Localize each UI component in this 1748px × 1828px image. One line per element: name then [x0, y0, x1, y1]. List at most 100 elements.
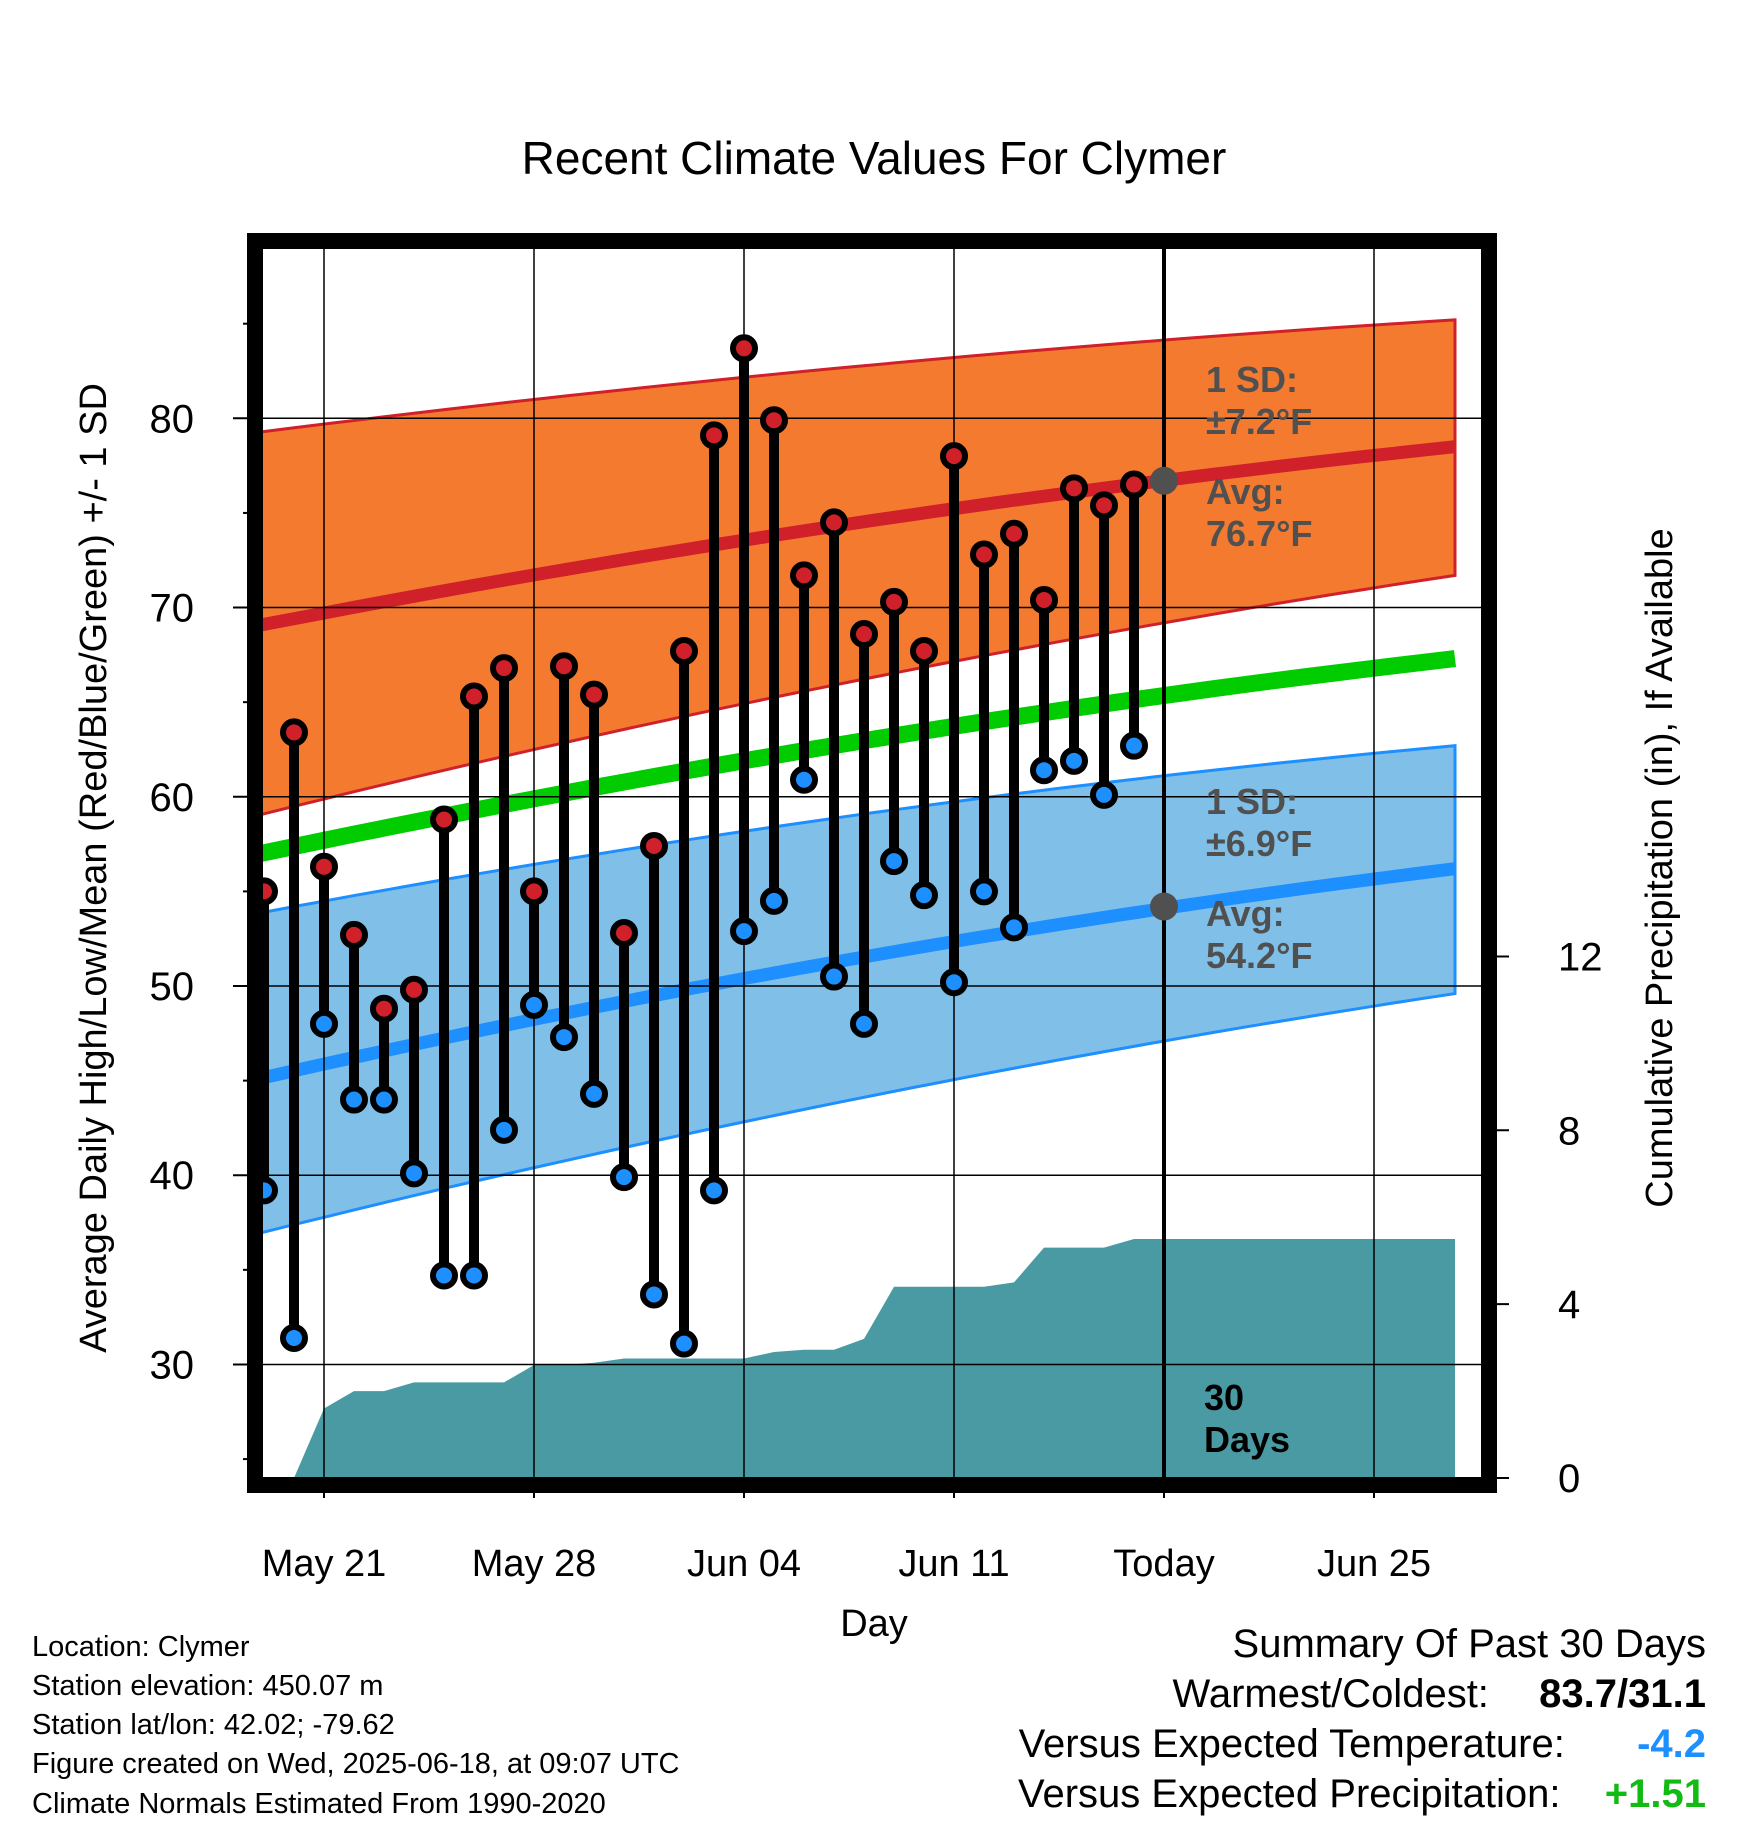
plot-frame — [247, 233, 1497, 1493]
y-right-tick-label: 0 — [1558, 1457, 1580, 1501]
high-point — [550, 652, 578, 681]
low-point — [670, 1329, 698, 1358]
days-label: Days — [1204, 1419, 1290, 1460]
high-avg-marker — [1150, 466, 1178, 495]
x-tick-label: Jun 04 — [687, 1543, 801, 1585]
low-point — [1000, 913, 1028, 942]
high-point — [940, 442, 968, 471]
low-point — [520, 990, 548, 1019]
summary-precip: Versus Expected Precipitation: +1.51 — [1018, 1772, 1706, 1817]
normals-text: Climate Normals Estimated From 1990-2020 — [32, 1788, 606, 1820]
high-point — [760, 406, 788, 435]
high-point — [400, 975, 428, 1004]
high-point — [280, 718, 308, 747]
y-right-tick-label: 8 — [1558, 1109, 1580, 1153]
summary-temp: Versus Expected Temperature: -4.2 — [1019, 1722, 1706, 1767]
temp-value: -4.2 — [1637, 1722, 1706, 1766]
y-axis-right-label: Cumulative Precipitation (in), If Availa… — [1639, 528, 1681, 1207]
low-sd-value: ±6.9°F — [1206, 823, 1312, 864]
high-point — [610, 919, 638, 948]
high-point — [340, 920, 368, 949]
x-tick-label: May 28 — [472, 1543, 597, 1585]
high-point — [1030, 585, 1058, 614]
high-point — [520, 877, 548, 906]
low-point — [1120, 731, 1148, 760]
high-point — [580, 680, 608, 709]
low-point — [370, 1085, 398, 1114]
y-tick-label: 30 — [150, 1343, 195, 1387]
y-axis-label: Average Daily High/Low/Mean (Red/Blue/Gr… — [73, 383, 115, 1353]
warmest-value: 83.7/31.1 — [1539, 1672, 1706, 1716]
x-axis-label: Day — [840, 1603, 908, 1645]
y-right-tick-label: 4 — [1558, 1283, 1580, 1327]
high-point — [490, 654, 518, 683]
low-point — [700, 1176, 728, 1205]
low-point — [940, 968, 968, 997]
high-point — [1060, 474, 1088, 503]
low-avg-marker — [1150, 892, 1178, 921]
warmest-label: Warmest/Coldest: — [1172, 1672, 1489, 1716]
y-tick-label: 50 — [150, 965, 195, 1009]
low-point — [340, 1085, 368, 1114]
high-sd-value: ±7.2°F — [1206, 401, 1312, 442]
low-point — [460, 1261, 488, 1290]
elevation-text: Station elevation: 450.07 m — [32, 1670, 384, 1702]
low-sd-label: 1 SD: — [1206, 781, 1298, 822]
temp-label: Versus Expected Temperature: — [1018, 1722, 1565, 1766]
low-point — [550, 1023, 578, 1052]
low-point — [970, 877, 998, 906]
low-point — [1090, 780, 1118, 809]
created-text: Figure created on Wed, 2025-06-18, at 09… — [32, 1748, 680, 1780]
high-point — [670, 637, 698, 666]
high-avg-value: 76.7°F — [1206, 513, 1312, 554]
low-point — [730, 917, 758, 946]
low-point — [850, 1009, 878, 1038]
latlon-text: Station lat/lon: 42.02; -79.62 — [32, 1709, 395, 1741]
low-point — [580, 1079, 608, 1108]
y-tick-label: 60 — [150, 776, 195, 820]
y-right-tick-label: 12 — [1558, 935, 1603, 979]
summary-warmest: Warmest/Coldest: 83.7/31.1 — [1173, 1672, 1706, 1717]
low-point — [310, 1009, 338, 1038]
high-point — [1000, 519, 1028, 548]
high-sd-label: 1 SD: — [1206, 359, 1298, 400]
low-point — [400, 1159, 428, 1188]
precip-value: +1.51 — [1604, 1772, 1706, 1816]
x-tick-label: May 21 — [262, 1543, 387, 1585]
high-point — [790, 561, 818, 590]
low-point — [820, 962, 848, 991]
high-point — [850, 620, 878, 649]
low-point — [280, 1323, 308, 1352]
high-point — [700, 421, 728, 450]
low-point — [760, 886, 788, 915]
y-tick-label: 70 — [150, 587, 195, 631]
low-point — [1030, 756, 1058, 785]
high-point — [370, 994, 398, 1023]
high-point — [910, 637, 938, 666]
days-label: 30 — [1204, 1377, 1244, 1418]
high-avg-label: Avg: — [1206, 471, 1285, 512]
low-avg-value: 54.2°F — [1206, 935, 1312, 976]
low-point — [910, 881, 938, 910]
high-point — [880, 587, 908, 616]
high-point — [310, 852, 338, 881]
high-point — [1120, 470, 1148, 499]
summary-title: Summary Of Past 30 Days — [1232, 1622, 1706, 1666]
high-point — [1090, 491, 1118, 520]
low-point — [1060, 746, 1088, 775]
high-point — [430, 805, 458, 834]
high-point — [820, 508, 848, 537]
normal-low-line — [262, 862, 1456, 1085]
x-tick-label: Today — [1113, 1543, 1214, 1585]
y-tick-label: 40 — [150, 1154, 195, 1198]
high-point — [970, 540, 998, 569]
high-point — [640, 831, 668, 860]
y-tick-label: 80 — [150, 397, 195, 441]
low-point — [790, 765, 818, 794]
low-avg-label: Avg: — [1206, 893, 1285, 934]
low-point — [490, 1115, 518, 1144]
high-point — [730, 334, 758, 363]
x-tick-label: Jun 11 — [898, 1543, 1009, 1585]
